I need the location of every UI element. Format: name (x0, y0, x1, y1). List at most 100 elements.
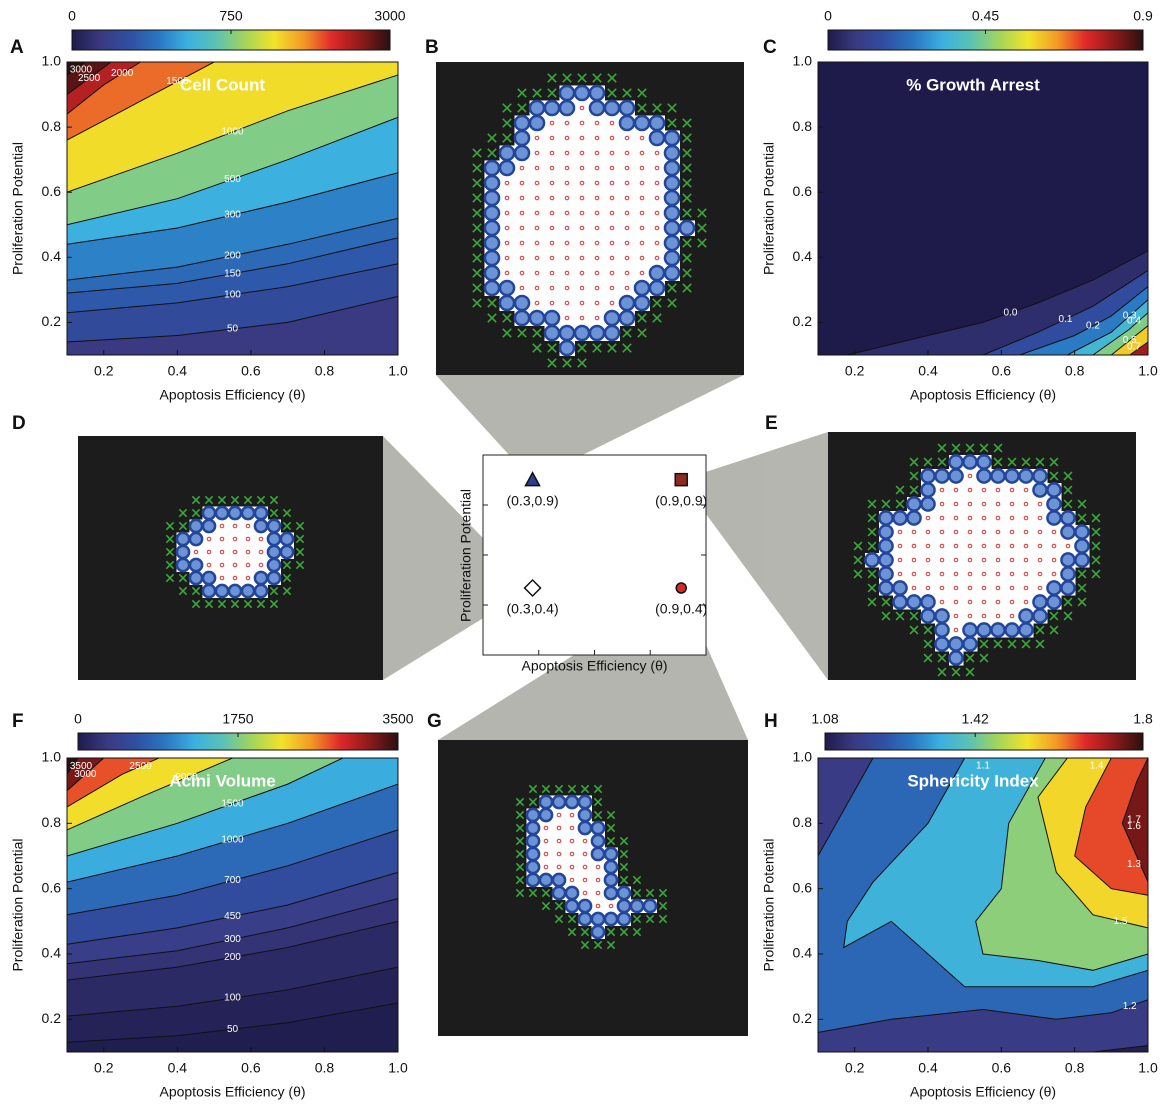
lumen (515, 281, 531, 297)
lumen (963, 581, 978, 596)
colorbar (825, 733, 1143, 750)
lumen (935, 553, 950, 568)
colorbar-tick-label: 0.9 (1133, 8, 1153, 24)
epithelial-cell (1075, 539, 1088, 552)
lumen (907, 567, 922, 582)
lumen (977, 511, 992, 526)
lumen (907, 525, 922, 540)
epithelial-cell (949, 651, 962, 664)
x-tick-label: 0.6 (241, 363, 261, 379)
lumen (991, 539, 1006, 554)
point-label: (0.9,0.4) (655, 601, 707, 617)
lumen (560, 146, 576, 162)
lumen (515, 236, 531, 252)
lumen (1033, 567, 1048, 582)
epithelial-cell (650, 131, 664, 145)
lumen (963, 609, 978, 624)
epithelial-cell (949, 637, 962, 650)
lumen (1019, 511, 1034, 526)
lumen (991, 567, 1006, 582)
lumen (575, 311, 591, 327)
epithelial-cell (991, 623, 1004, 636)
epithelial-cell (255, 572, 267, 584)
epithelial-cell (229, 585, 241, 597)
x-tick-label: 0.4 (918, 363, 938, 379)
lumen (590, 116, 606, 132)
y-tick-label: 0.8 (42, 814, 62, 830)
lumen (949, 525, 964, 540)
lumen (242, 533, 256, 547)
lumen (560, 221, 576, 237)
lumen (1033, 581, 1048, 596)
epithelial-cell (963, 455, 976, 468)
panel-letter: A (10, 37, 24, 58)
x-axis-label: Apoptosis Efficiency (θ) (159, 387, 305, 403)
epithelial-cell (1061, 553, 1074, 566)
colorbar-tick-label: 1750 (222, 711, 253, 727)
lumen (1047, 539, 1062, 554)
lumen (500, 236, 516, 252)
lumen (530, 296, 546, 312)
lumen (540, 861, 554, 875)
epithelial-cell (1047, 511, 1060, 524)
x-tick-label: 0.2 (845, 363, 865, 379)
panel-letter: B (425, 37, 439, 58)
epithelial-cell (592, 822, 604, 834)
lumen (229, 572, 243, 586)
lumen (921, 525, 936, 540)
lumen (991, 497, 1006, 512)
epithelial-cell (1005, 469, 1018, 482)
lumen (592, 861, 606, 875)
lumen (592, 887, 606, 901)
epithelial-cell (485, 251, 499, 265)
lumen (1033, 497, 1048, 512)
lumen (605, 251, 621, 267)
epithelial-cell (527, 861, 539, 873)
epithelial-cell (1047, 581, 1060, 594)
contour-plot (818, 62, 1148, 355)
epithelial-cell (879, 511, 892, 524)
colorbar-tick-label: 0 (74, 711, 82, 727)
lumen (650, 236, 666, 252)
contour-label: 300 (224, 934, 241, 945)
lumen (575, 206, 591, 222)
lumen (620, 206, 636, 222)
epithelial-cell (500, 296, 514, 310)
lumen (242, 546, 256, 560)
epithelial-cell (560, 101, 574, 115)
y-tick-label: 0.4 (42, 945, 62, 961)
lumen (530, 131, 546, 147)
epithelial-cell (255, 507, 267, 519)
plot-title: Acini Volume (169, 771, 275, 790)
lumen (590, 191, 606, 207)
epithelial-cell (203, 572, 215, 584)
lumen (242, 520, 256, 534)
epithelial-cell (485, 176, 499, 190)
lumen (635, 206, 651, 222)
epithelial-cell (485, 191, 499, 205)
lumen (635, 146, 651, 162)
lumen (949, 595, 964, 610)
epithelial-cell (865, 553, 878, 566)
epithelial-cell (635, 281, 649, 295)
lumen (620, 266, 636, 282)
epithelial-cell (665, 161, 679, 175)
lumen (553, 835, 567, 849)
epithelial-cell (921, 469, 934, 482)
epithelial-cell (921, 595, 934, 608)
lumen (605, 161, 621, 177)
epithelial-cell (566, 887, 578, 899)
lumen (560, 116, 576, 132)
lumen (635, 191, 651, 207)
contour-plot (67, 62, 398, 355)
epithelial-cell (203, 520, 215, 532)
epithelial-cell (620, 116, 634, 130)
epithelial-cell (255, 585, 267, 597)
epithelial-cell (530, 101, 544, 115)
lumen (921, 511, 936, 526)
epithelial-cell (579, 900, 591, 912)
panel-letter: H (764, 711, 778, 732)
y-tick-label: 0.8 (42, 118, 62, 134)
lumen (977, 567, 992, 582)
epithelial-cell (893, 511, 906, 524)
